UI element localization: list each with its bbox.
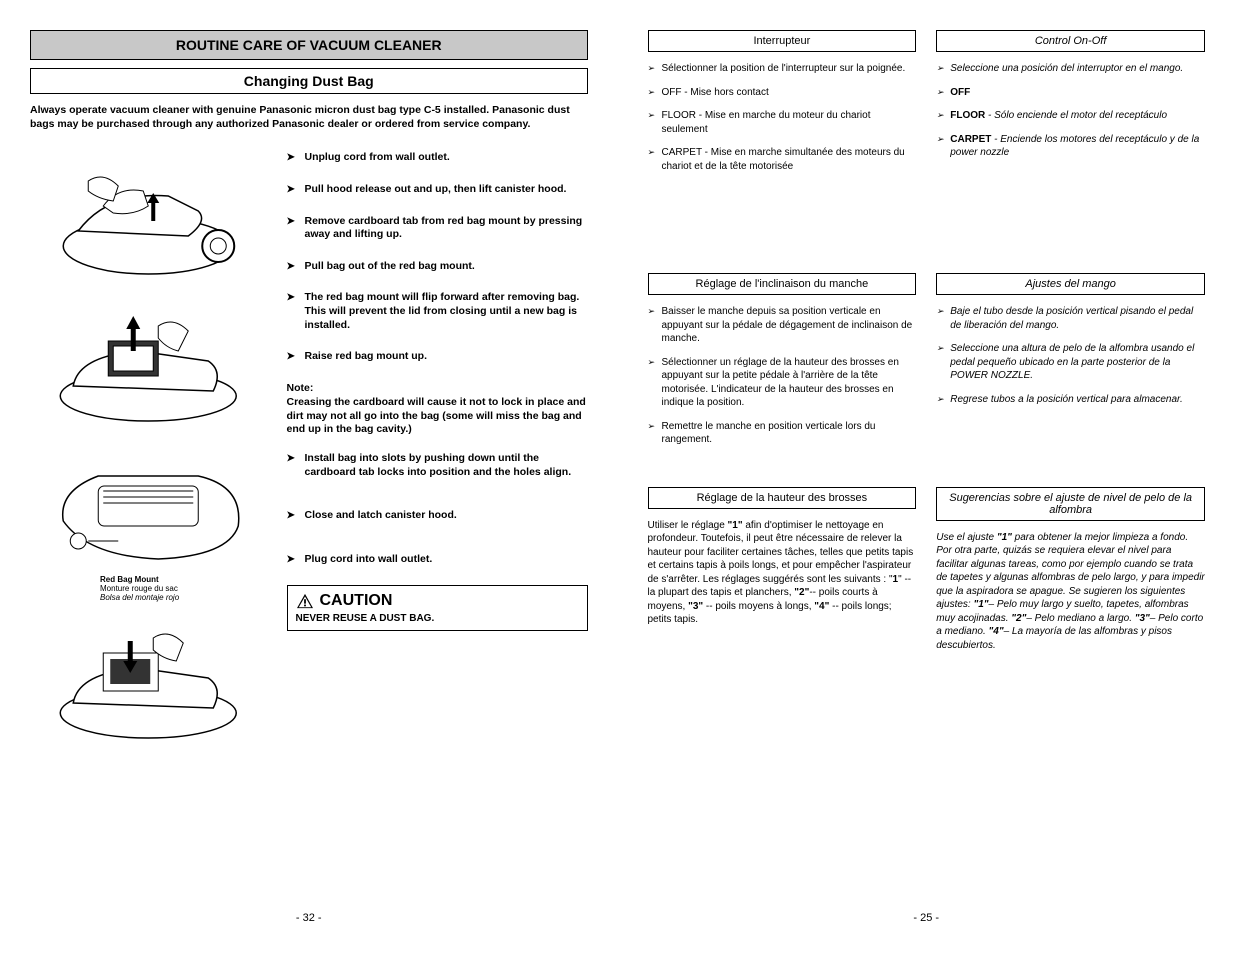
list-item: CARPET - Mise en marche simultanée des m…: [648, 146, 917, 173]
col-fr: Réglage de l'inclinaison du manche Baiss…: [648, 273, 917, 457]
col-es: Sugerencias sobre el ajuste de nivel de …: [936, 487, 1205, 653]
section-heading: Sugerencias sobre el ajuste de nivel de …: [936, 487, 1205, 521]
list-item: Seleccione una posición del interruptor …: [936, 62, 1205, 76]
steps-list-1: Unplug cord from wall outlet. Pull hood …: [287, 151, 588, 364]
section-interrupteur: Interrupteur Sélectionner la position de…: [648, 30, 1206, 183]
list-item: OFF: [936, 86, 1205, 100]
list-item: FLOOR - Sólo enciende el motor del recep…: [936, 109, 1205, 123]
section-heading: Control On-Off: [936, 30, 1205, 52]
spacer: [648, 213, 1206, 273]
fr-list: Sélectionner la position de l'interrupte…: [648, 62, 917, 173]
caution-box: CAUTION NEVER REUSE A DUST BAG.: [287, 585, 588, 631]
illustration-remove-bag: [30, 296, 267, 426]
step-item: Unplug cord from wall outlet.: [287, 151, 588, 165]
section-handle: Réglage de l'inclinaison du manche Baiss…: [648, 273, 1206, 457]
illustration-install-bag: [30, 613, 267, 743]
col-fr: Interrupteur Sélectionner la position de…: [648, 30, 917, 183]
step-item: Plug cord into wall outlet.: [287, 553, 588, 567]
illustration-bag-mount: [30, 441, 267, 571]
list-item: Baisser le manche depuis sa position ver…: [648, 305, 917, 346]
sub-header: Changing Dust Bag: [31, 73, 587, 89]
list-item: Sélectionner un réglage de la hauteur de…: [648, 356, 917, 410]
es-paragraph: Use el ajuste "1" para obtener la mejor …: [936, 531, 1205, 653]
caution-title: CAUTION: [320, 592, 393, 610]
caution-text: NEVER REUSE A DUST BAG.: [296, 613, 579, 624]
step-item: Close and latch canister hood.: [287, 509, 588, 523]
main-header-box: ROUTINE CARE OF VACUUM CLEANER: [30, 30, 588, 60]
list-item: Baje el tubo desde la posición vertical …: [936, 305, 1205, 332]
warning-icon: [296, 593, 314, 609]
label-es: Bolsa del montaje rojo: [100, 594, 267, 603]
caution-heading: CAUTION: [296, 592, 579, 610]
step-item: Raise red bag mount up.: [287, 350, 588, 364]
content-columns: Red Bag Mount Monture rouge du sac Bolsa…: [30, 151, 588, 757]
step-item: Install bag into slots by pushing down u…: [287, 452, 588, 479]
note-text: Creasing the cardboard will cause it not…: [287, 396, 588, 437]
section-heading: Interrupteur: [648, 30, 917, 52]
sub-header-box: Changing Dust Bag: [30, 68, 588, 94]
main-header: ROUTINE CARE OF VACUUM CLEANER: [41, 37, 577, 53]
list-item: Remettre le manche en position verticale…: [648, 420, 917, 447]
page-number: - 25 -: [618, 912, 1235, 924]
steps-column: Unplug cord from wall outlet. Pull hood …: [287, 151, 588, 757]
steps-list-2: Install bag into slots by pushing down u…: [287, 452, 588, 567]
list-item: FLOOR - Mise en marche du moteur du char…: [648, 109, 917, 136]
step-item: Pull bag out of the red bag mount.: [287, 260, 588, 274]
illustration-column: Red Bag Mount Monture rouge du sac Bolsa…: [30, 151, 267, 757]
list-item: Regrese tubos a la posición vertical par…: [936, 393, 1205, 407]
list-item: CARPET - Enciende los motores del recept…: [936, 133, 1205, 160]
list-item: Sélectionner la position de l'interrupte…: [648, 62, 917, 76]
section-brush-height: Réglage de la hauteur des brosses Utilis…: [648, 487, 1206, 653]
intro-text: Always operate vacuum cleaner with genui…: [30, 104, 588, 131]
fr-paragraph: Utiliser le réglage "1" afin d'optimiser…: [648, 519, 917, 627]
es-list: Baje el tubo desde la posición vertical …: [936, 305, 1205, 406]
page-25: Interrupteur Sélectionner la position de…: [618, 30, 1235, 924]
step-item: Pull hood release out and up, then lift …: [287, 183, 588, 197]
fr-list: Baisser le manche depuis sa position ver…: [648, 305, 917, 447]
step-item: The red bag mount will flip forward afte…: [287, 291, 588, 332]
note-heading: Note:: [287, 382, 588, 394]
list-item: OFF - Mise hors contact: [648, 86, 917, 100]
col-fr: Réglage de la hauteur des brosses Utilis…: [648, 487, 917, 653]
es-list: Seleccione una posición del interruptor …: [936, 62, 1205, 160]
col-es: Ajustes del mango Baje el tubo desde la …: [936, 273, 1205, 457]
page-32: ROUTINE CARE OF VACUUM CLEANER Changing …: [0, 30, 618, 924]
illustration-label: Red Bag Mount Monture rouge du sac Bolsa…: [100, 576, 267, 602]
list-item: Seleccione una altura de pelo de la alfo…: [936, 342, 1205, 383]
section-heading: Réglage de l'inclinaison du manche: [648, 273, 917, 295]
col-es: Control On-Off Seleccione una posición d…: [936, 30, 1205, 183]
section-heading: Ajustes del mango: [936, 273, 1205, 295]
page-number: - 32 -: [0, 912, 618, 924]
illustration-open-hood: [30, 151, 267, 281]
step-item: Remove cardboard tab from red bag mount …: [287, 215, 588, 242]
section-heading: Réglage de la hauteur des brosses: [648, 487, 917, 509]
